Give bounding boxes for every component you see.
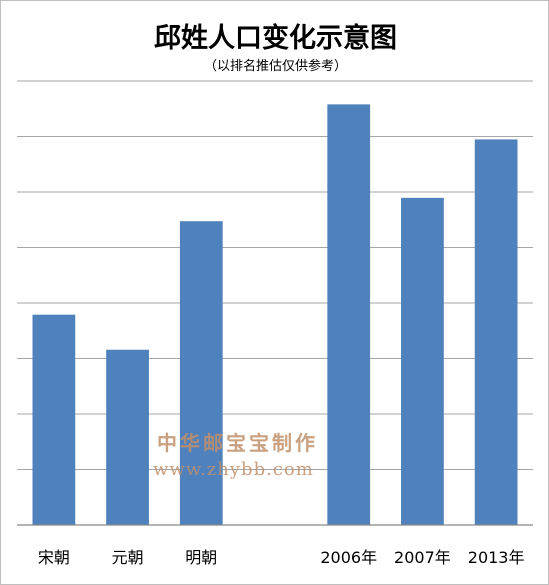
bar-1 xyxy=(106,349,149,525)
bar-0 xyxy=(32,314,76,525)
bar-4 xyxy=(401,197,444,525)
x-tick-label: 2007年 xyxy=(394,548,451,567)
x-tick-label: 宋朝 xyxy=(38,548,70,567)
x-tick-label: 明朝 xyxy=(185,548,217,567)
chart-title: 邱姓人口变化示意图 xyxy=(154,23,397,54)
x-tick-label: 2006年 xyxy=(320,548,377,567)
watermark-title: 中华邮宝宝制作 xyxy=(157,431,318,455)
bar-3 xyxy=(327,104,371,526)
chart-subtitle: （以排名推估仅供参考） xyxy=(203,59,347,74)
gridlines xyxy=(17,80,533,470)
x-tick-label: 2013年 xyxy=(468,548,525,567)
watermark-url: www.zhybb.com xyxy=(153,459,314,480)
bar-2 xyxy=(179,221,223,526)
x-tick-labels: 宋朝 元朝 明朝 2006年 2007年 2013年 xyxy=(38,548,525,567)
bar-5 xyxy=(474,139,518,525)
bars xyxy=(32,104,518,526)
x-tick-label: 元朝 xyxy=(112,548,144,567)
